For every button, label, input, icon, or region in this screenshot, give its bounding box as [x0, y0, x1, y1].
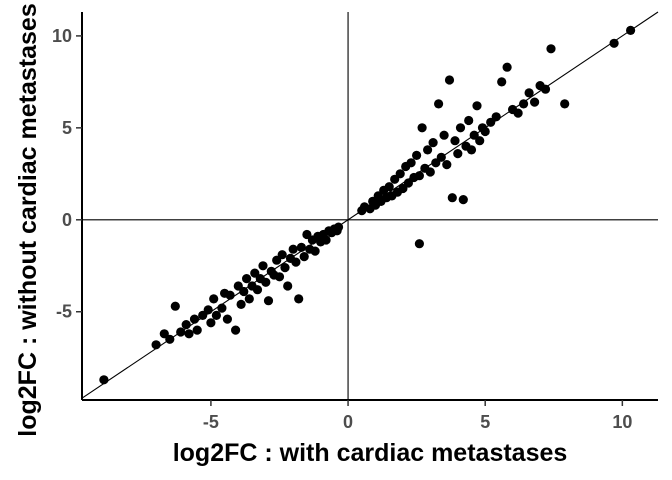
data-point	[242, 274, 252, 284]
data-point	[472, 101, 482, 111]
data-point	[458, 195, 468, 205]
data-point	[310, 246, 320, 256]
data-point	[206, 318, 216, 328]
data-point	[475, 136, 485, 146]
identity-line	[81, 11, 659, 399]
data-point	[244, 294, 254, 304]
data-point	[294, 294, 304, 304]
data-point	[466, 145, 477, 155]
data-point	[412, 150, 422, 160]
data-point	[406, 158, 416, 168]
data-point	[497, 77, 507, 87]
data-point	[560, 99, 570, 109]
data-point	[184, 329, 194, 339]
data-point	[384, 182, 394, 192]
data-point	[453, 149, 463, 159]
y-tick-label: 5	[62, 118, 72, 138]
data-point	[609, 38, 619, 48]
data-point	[263, 296, 274, 306]
data-point	[524, 88, 534, 98]
data-point	[258, 261, 268, 271]
data-point	[288, 244, 298, 254]
data-point	[395, 169, 405, 179]
data-point	[450, 136, 460, 146]
data-point	[321, 235, 331, 245]
data-point	[428, 138, 438, 148]
data-point	[519, 99, 529, 109]
data-point	[170, 301, 180, 311]
data-point	[513, 108, 523, 118]
data-point	[211, 310, 221, 320]
data-point	[447, 193, 457, 203]
points-layer	[99, 25, 636, 385]
data-point	[502, 62, 512, 72]
x-axis-title: log2FC : with cardiac metastases	[173, 439, 568, 467]
data-point	[209, 294, 219, 304]
data-point	[283, 281, 293, 291]
data-point	[425, 167, 435, 177]
data-point	[540, 84, 551, 94]
data-point	[280, 263, 290, 273]
y-tick-label: 10	[52, 26, 72, 46]
y-tick-label: 0	[62, 210, 72, 230]
x-tick-label: 5	[480, 412, 490, 432]
x-tick-label: -5	[203, 412, 219, 432]
tick-labels: -5 0 5 10 -5 0 5 10	[52, 26, 632, 432]
data-point	[192, 325, 202, 335]
data-point	[546, 44, 556, 54]
data-point	[231, 325, 241, 335]
data-point	[414, 239, 424, 249]
data-point	[291, 257, 301, 267]
reference-lines	[81, 11, 659, 400]
data-point	[455, 123, 466, 133]
data-point	[442, 160, 452, 170]
data-point	[444, 75, 455, 85]
data-point	[423, 145, 433, 155]
data-point	[464, 115, 474, 126]
x-tick-label: 10	[612, 412, 632, 432]
data-point	[236, 299, 246, 309]
axes	[76, 12, 658, 406]
data-point	[299, 252, 309, 262]
data-point	[439, 130, 449, 140]
data-point	[252, 285, 263, 295]
data-point	[239, 286, 249, 297]
data-point	[277, 250, 287, 260]
y-tick-label: -5	[56, 302, 72, 322]
data-point	[261, 277, 271, 287]
data-point	[222, 314, 232, 324]
data-point	[434, 99, 444, 109]
data-point	[274, 272, 285, 282]
data-point	[530, 97, 540, 107]
y-axis-title: log2FC : without cardiac metastases	[14, 3, 42, 436]
data-point	[417, 123, 427, 133]
x-tick-label: 0	[343, 412, 353, 432]
